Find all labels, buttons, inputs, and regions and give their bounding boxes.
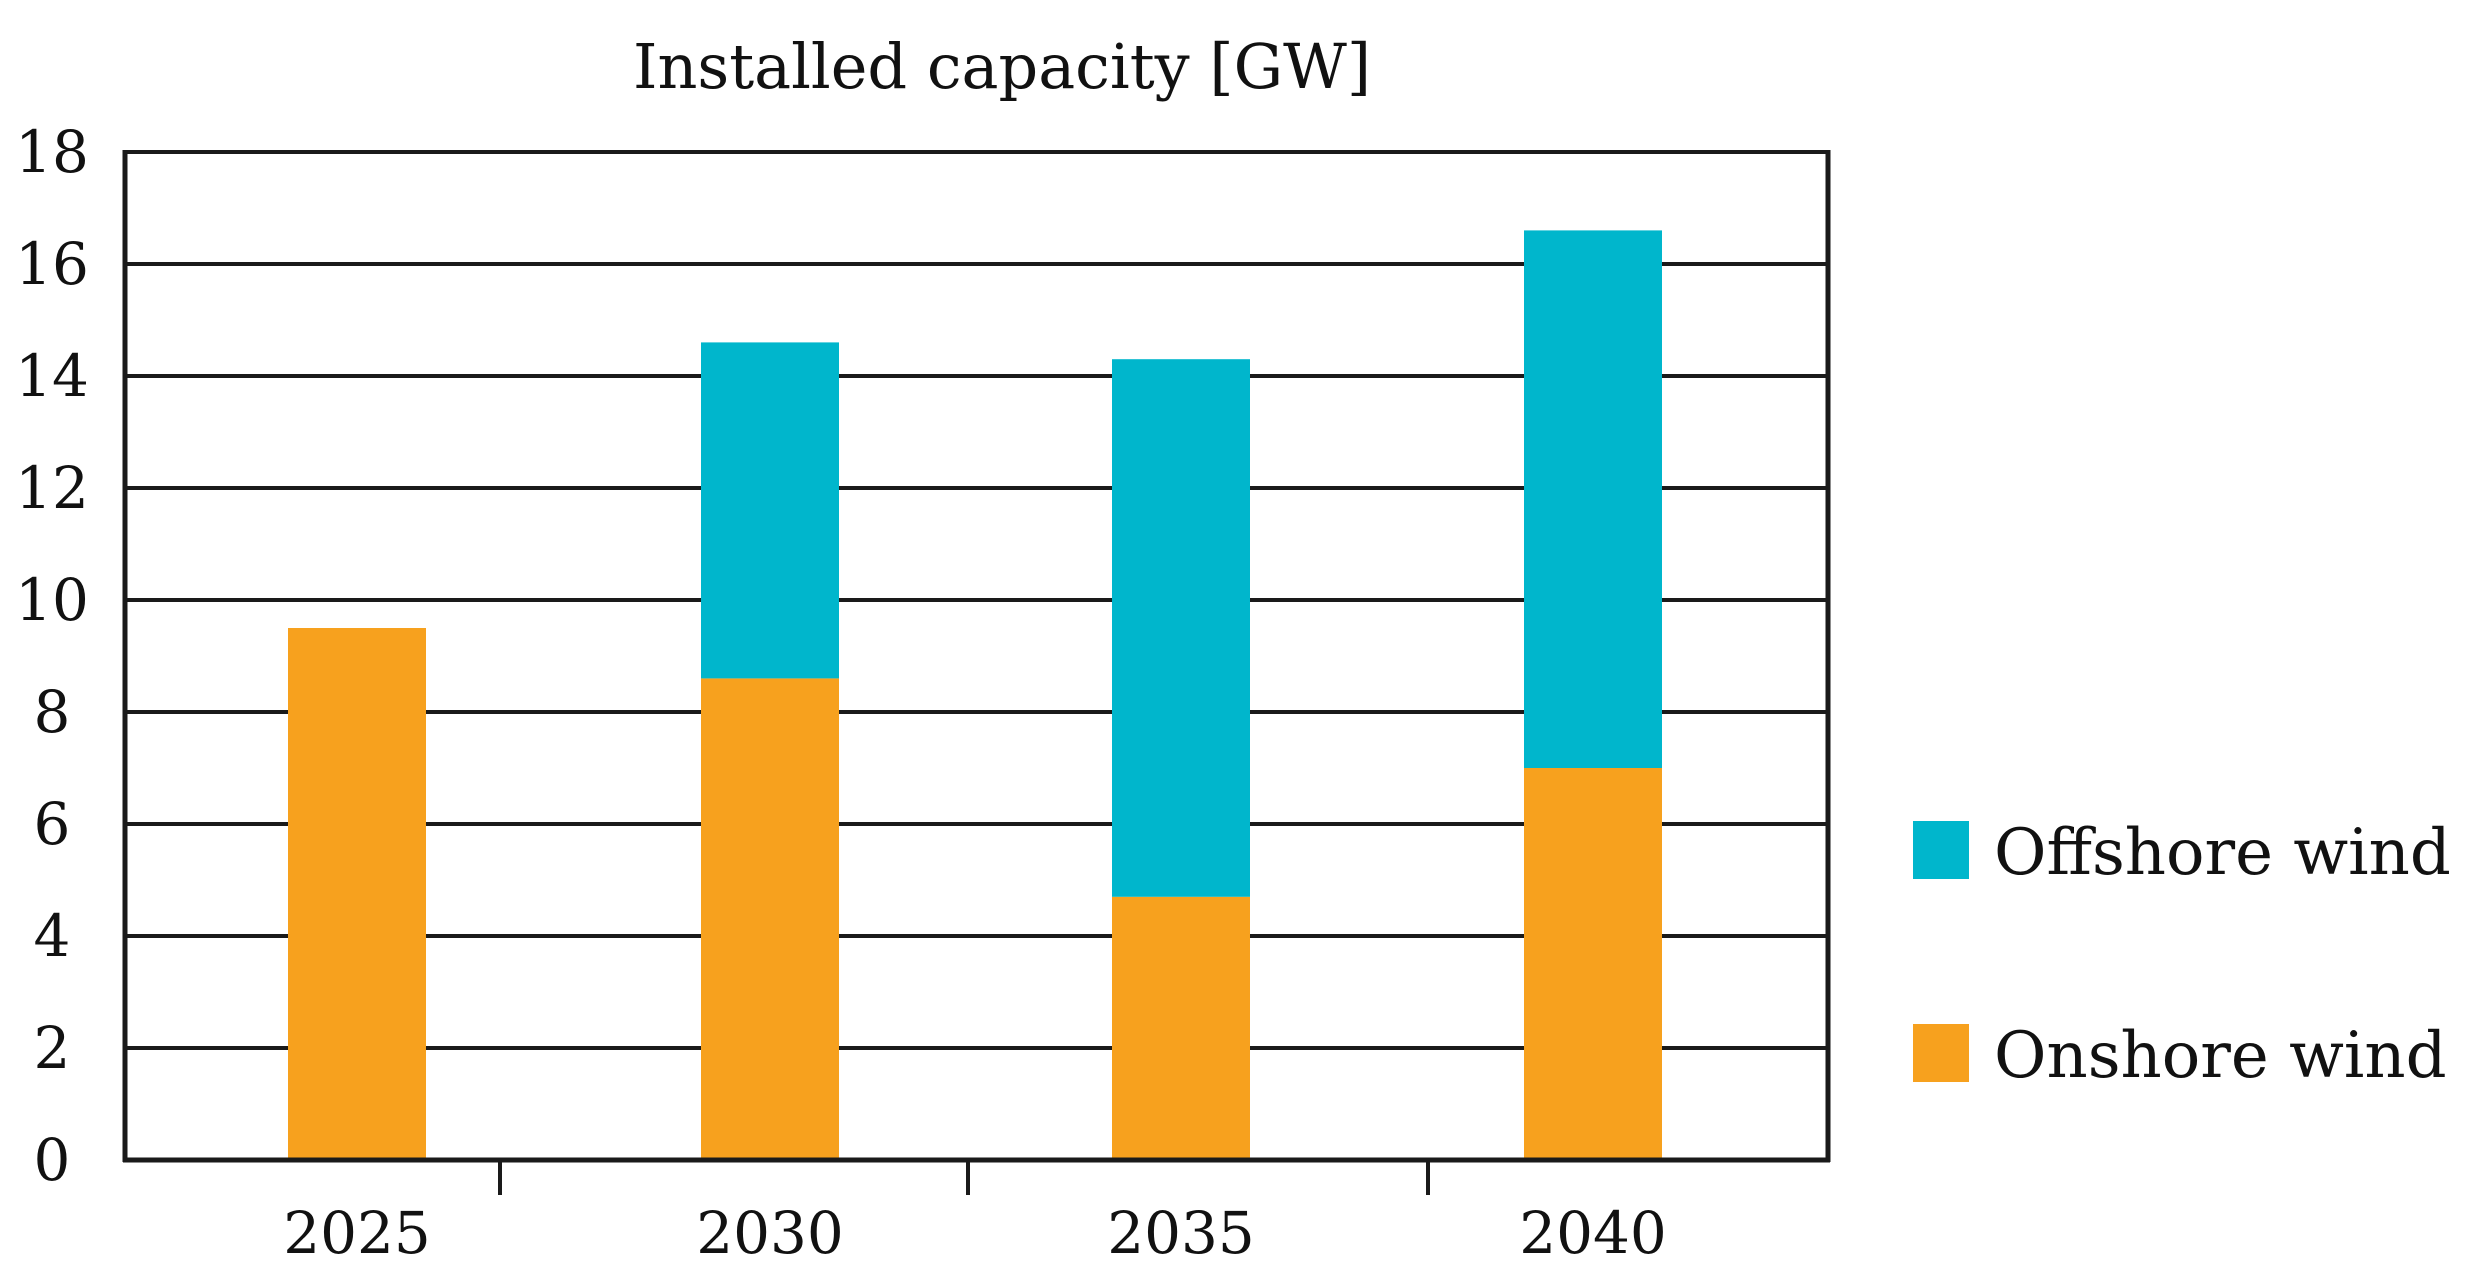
legend-label-offshore-wind: Offshore wind bbox=[1994, 816, 2451, 890]
x-tick-label-2040: 2040 bbox=[1519, 1199, 1667, 1267]
y-tick-label-6: 6 bbox=[34, 790, 71, 858]
bar-onshore-wind-2040 bbox=[1524, 768, 1662, 1160]
x-tick-label-2025: 2025 bbox=[283, 1199, 431, 1267]
y-tick-labels: 0 2 4 6 8 10 12 14 16 18 bbox=[15, 118, 89, 1194]
y-tick-label-16: 16 bbox=[15, 230, 89, 298]
bar-offshore-wind-2035 bbox=[1112, 359, 1250, 897]
y-tick-label-4: 4 bbox=[34, 902, 71, 970]
axes bbox=[122, 150, 1831, 1195]
legend-swatch-onshore-wind bbox=[1913, 1024, 1969, 1082]
legend-swatch-offshore-wind bbox=[1913, 821, 1969, 879]
y-tick-label-2: 2 bbox=[34, 1014, 71, 1082]
bar-onshore-wind-2030 bbox=[701, 678, 839, 1160]
legend-label-onshore-wind: Onshore wind bbox=[1994, 1019, 2447, 1093]
x-tick-label-2030: 2030 bbox=[696, 1199, 844, 1267]
x-tick-labels: 2025 2030 2035 2040 bbox=[283, 1199, 1667, 1267]
bars bbox=[288, 230, 1662, 1160]
bar-onshore-wind-2035 bbox=[1112, 896, 1250, 1160]
x-tick-label-2035: 2035 bbox=[1107, 1199, 1255, 1267]
bar-offshore-wind-2040 bbox=[1524, 230, 1662, 768]
y-tick-label-0: 0 bbox=[34, 1126, 71, 1194]
chart-title: Installed capacity [GW] bbox=[633, 30, 1371, 103]
y-tick-label-14: 14 bbox=[15, 342, 89, 410]
bar-onshore-wind-2025 bbox=[288, 628, 426, 1160]
y-tick-label-18: 18 bbox=[15, 118, 89, 186]
legend: Offshore wind Onshore wind bbox=[1913, 816, 2451, 1093]
y-tick-label-12: 12 bbox=[15, 454, 89, 522]
y-tick-label-8: 8 bbox=[34, 678, 71, 746]
bar-offshore-wind-2030 bbox=[701, 342, 839, 679]
y-tick-label-10: 10 bbox=[15, 566, 89, 634]
